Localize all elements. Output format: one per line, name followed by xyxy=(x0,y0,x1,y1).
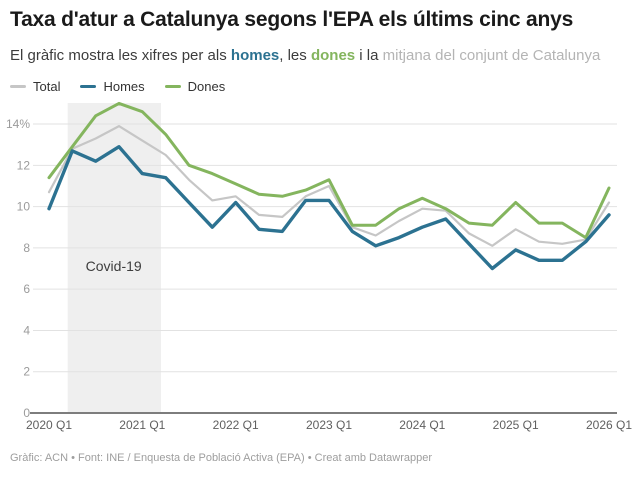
svg-text:Covid-19: Covid-19 xyxy=(86,258,142,274)
chart-legend: Total Homes Dones xyxy=(10,79,225,94)
y-gridlines xyxy=(33,123,617,373)
page-title: Taxa d'atur a Catalunya segons l'EPA els… xyxy=(10,8,574,31)
svg-text:6: 6 xyxy=(23,282,30,296)
svg-text:10: 10 xyxy=(17,200,31,214)
total-line-swatch-icon xyxy=(10,85,26,88)
svg-text:2025 Q1: 2025 Q1 xyxy=(493,418,539,432)
svg-text:2022 Q1: 2022 Q1 xyxy=(213,418,259,432)
svg-text:2021 Q1: 2021 Q1 xyxy=(119,418,165,432)
homes-line-swatch-icon xyxy=(80,85,97,88)
legend-item-homes: Homes xyxy=(80,79,145,94)
subtitle-muted-phrase: mitjana del conjunt de Catalunya xyxy=(382,47,601,64)
subtitle-homes-word: homes xyxy=(230,47,280,64)
subtitle-prefix: El gràfic mostra les xifres per als xyxy=(10,47,231,64)
svg-text:14%: 14% xyxy=(6,117,30,131)
svg-text:2024 Q1: 2024 Q1 xyxy=(399,418,445,432)
svg-text:2023 Q1: 2023 Q1 xyxy=(306,418,352,432)
x-axis-labels: 2020 Q1 2021 Q1 2022 Q1 2023 Q1 2024 Q1 2025 … xyxy=(26,418,632,432)
chart-subtitle: El gràfic mostra les xifres per als home… xyxy=(10,47,630,64)
y-axis-labels: 14% 12 10 8 6 4 2 0 xyxy=(6,117,30,420)
legend-label-homes: Homes xyxy=(103,79,145,94)
svg-text:2026 Q1: 2026 Q1 xyxy=(586,418,632,432)
svg-text:4: 4 xyxy=(23,323,30,337)
series-lines xyxy=(47,101,611,271)
legend-item-dones: Dones xyxy=(164,79,226,94)
svg-text:12: 12 xyxy=(17,158,31,172)
credit-line: Gràfic: ACN • Font: INE / Enquesta de Po… xyxy=(10,452,433,464)
svg-text:2: 2 xyxy=(23,365,30,379)
dones-line-swatch-icon xyxy=(164,85,181,88)
legend-item-total: Total xyxy=(10,79,60,94)
svg-text:2020 Q1: 2020 Q1 xyxy=(26,418,72,432)
legend-label-total: Total xyxy=(33,79,61,94)
subtitle-mid1: , les xyxy=(279,47,311,64)
subtitle-mid2: i la xyxy=(355,47,383,64)
svg-text:0: 0 xyxy=(23,406,30,420)
svg-text:8: 8 xyxy=(23,241,30,255)
subtitle-dones-word: dones xyxy=(310,47,356,64)
legend-label-dones: Dones xyxy=(187,79,226,94)
covid-band-label: Covid-19 xyxy=(86,258,142,274)
